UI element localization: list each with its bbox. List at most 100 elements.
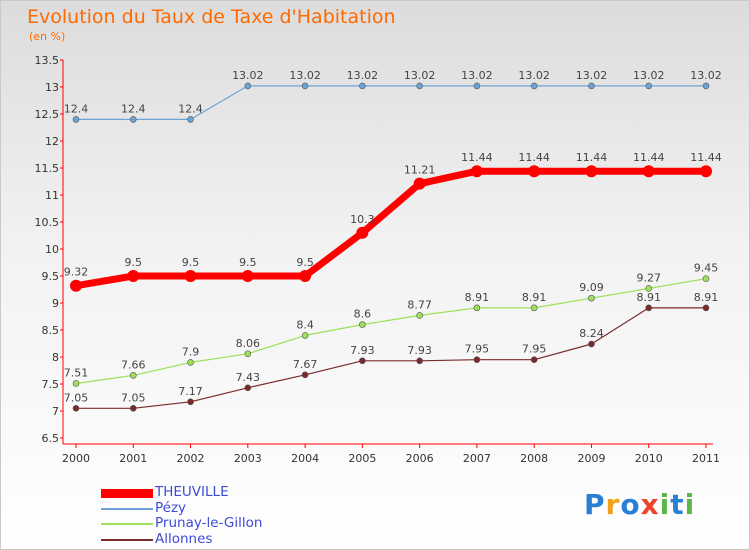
legend-swatch [101, 523, 153, 525]
data-label: 8.4 [296, 318, 314, 331]
y-tick-label: 12.5 [35, 108, 60, 121]
data-label: 9.09 [579, 281, 604, 294]
data-point [241, 270, 254, 282]
data-point [588, 340, 595, 348]
legend-label: Pézy [155, 499, 187, 516]
legend-swatch [101, 488, 153, 498]
data-point [70, 279, 82, 292]
x-tick-label: 2011 [692, 452, 720, 465]
chart-title: Evolution du Taux de Taxe d'Habitation [27, 6, 396, 28]
data-label: 7.51 [64, 366, 89, 379]
data-point [416, 357, 423, 365]
proxiti-logo: Proxiti [584, 488, 695, 521]
data-point [359, 82, 366, 90]
data-point [129, 404, 137, 412]
x-tick-label: 2007 [463, 452, 491, 465]
data-label: 9.5 [125, 256, 143, 269]
y-tick-label: 7 [52, 405, 59, 418]
x-tick-label: 2003 [234, 452, 262, 465]
data-point [642, 165, 655, 178]
data-point [470, 165, 483, 178]
data-label: 13.02 [690, 69, 722, 82]
legend-swatch [101, 507, 153, 510]
y-tick-label: 9 [52, 297, 59, 310]
data-label: 7.95 [465, 343, 490, 356]
logo-letter: t [670, 488, 685, 521]
data-label: 7.66 [121, 358, 146, 371]
x-tick-label: 2002 [177, 452, 205, 465]
data-point [645, 285, 653, 292]
y-tick-label: 12 [45, 135, 59, 148]
data-label: 13.02 [404, 69, 436, 82]
data-label: 10.3 [350, 213, 375, 226]
y-tick-label: 8 [52, 351, 59, 364]
data-label: 9.5 [296, 256, 314, 269]
data-point [702, 82, 710, 90]
data-point [184, 270, 197, 282]
data-point [588, 82, 595, 90]
data-label: 9.45 [694, 262, 719, 275]
data-point [702, 275, 710, 283]
data-point [72, 404, 80, 412]
data-point [645, 304, 653, 312]
data-label: 7.05 [121, 391, 146, 404]
y-tick-label: 13.5 [35, 54, 60, 67]
series-line-1 [76, 85, 706, 121]
data-point [413, 177, 426, 190]
x-tick-label: 2000 [62, 452, 90, 465]
data-point [359, 357, 366, 365]
y-tick-label: 11 [45, 189, 59, 202]
series-line-0 [75, 167, 706, 290]
y-tick-label: 10 [45, 243, 59, 256]
y-tick-label: 8.5 [42, 324, 60, 337]
data-label: 9.5 [239, 256, 257, 269]
legend-label: THEUVILLE [155, 484, 229, 500]
data-point [702, 304, 710, 312]
data-point [301, 82, 309, 90]
y-tick-label: 13 [45, 81, 59, 94]
logo-letter: i [684, 488, 696, 521]
data-label: 11.44 [518, 151, 550, 164]
data-point [473, 356, 481, 364]
data-label: 8.91 [636, 291, 661, 304]
data-point [416, 312, 423, 319]
legend-label: Allonnes [155, 530, 213, 547]
x-tick-label: 2006 [406, 452, 434, 465]
y-tick-label: 9.5 [42, 270, 60, 283]
data-point [72, 380, 80, 387]
data-point [187, 359, 194, 366]
data-label: 8.24 [579, 327, 604, 340]
y-tick-label: 10.5 [35, 216, 60, 229]
data-label: 13.02 [461, 69, 493, 82]
data-point [129, 372, 137, 379]
data-label: 8.91 [694, 291, 719, 304]
data-point [129, 116, 137, 123]
x-tick-label: 2009 [577, 452, 605, 465]
data-label: 7.93 [350, 344, 375, 357]
data-point [359, 321, 366, 328]
data-label: 8.77 [407, 298, 432, 311]
data-label: 9.5 [182, 256, 200, 269]
data-label: 11.44 [690, 151, 722, 164]
data-label: 13.02 [518, 69, 550, 82]
data-point [416, 82, 423, 90]
data-point [244, 350, 252, 358]
data-label: 13.02 [289, 69, 321, 82]
data-label: 9.32 [64, 266, 89, 279]
logo-letter: o [620, 488, 641, 521]
data-label: 7.67 [293, 358, 318, 371]
data-label: 12.4 [121, 102, 146, 115]
x-tick-label: 2004 [291, 452, 319, 465]
data-label: 7.93 [407, 344, 432, 357]
data-point [244, 82, 252, 90]
data-label: 11.44 [576, 151, 608, 164]
data-point [127, 270, 140, 282]
data-label: 11.21 [404, 164, 436, 177]
data-label: 8.6 [354, 308, 372, 321]
legend-swatch [101, 538, 153, 541]
data-label: 13.02 [232, 69, 264, 82]
data-label: 7.05 [64, 391, 89, 404]
data-label: 7.9 [182, 345, 200, 358]
